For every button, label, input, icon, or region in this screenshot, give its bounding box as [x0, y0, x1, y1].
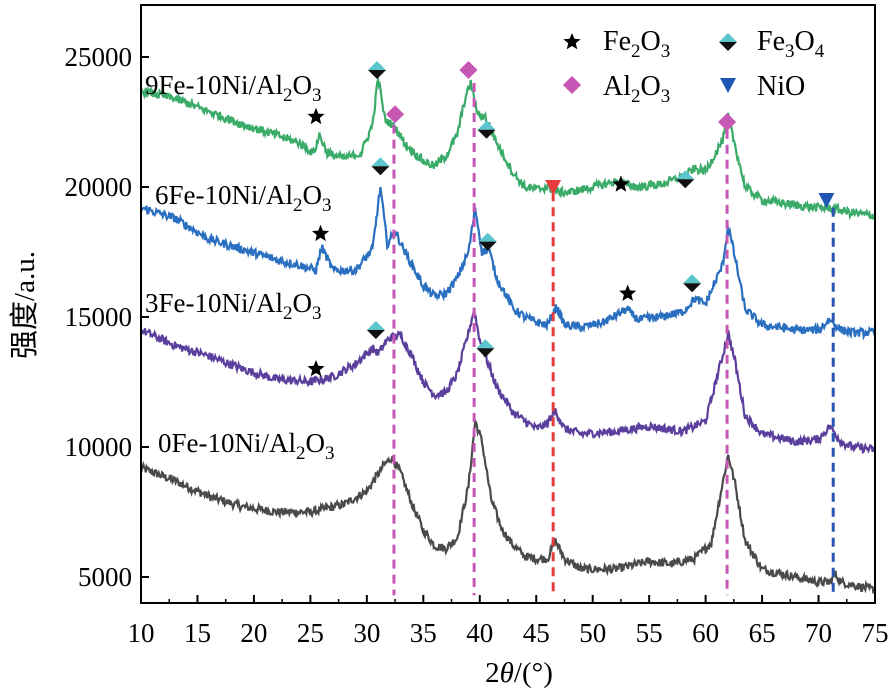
peak-marker-diamond-half-17	[476, 339, 495, 358]
x-axis-title: 2θ/(°)	[485, 657, 553, 689]
x-tick-label-50: 50	[579, 618, 606, 648]
peak-markers-layer	[307, 61, 835, 377]
axes: 10 15 20 25 30 35 40 45 50 55 60 65 70 75 5000 10000 150…	[65, 42, 889, 648]
series-line-3	[139, 75, 876, 221]
x-tick-label-40: 40	[466, 618, 493, 648]
legend-label-al2o3: Al2O3	[603, 71, 670, 107]
peak-marker-star-6	[612, 175, 630, 192]
peak-marker-diamond-half-4	[477, 120, 496, 139]
peak-marker-diamond-2	[386, 105, 405, 124]
series-line-0	[139, 418, 876, 594]
peak-marker-star-12	[619, 284, 637, 301]
x-tick-label-60: 60	[692, 618, 719, 648]
peak-marker-star-0	[307, 107, 325, 125]
reference-lines-layer	[392, 83, 835, 596]
peak-marker-triangle-down-5	[545, 180, 562, 195]
y-axis-title: 强度/a.u.	[8, 251, 41, 359]
peak-marker-diamond-3	[459, 61, 478, 79]
peak-marker-diamond-half-1	[368, 61, 387, 79]
x-tick-label-70: 70	[805, 618, 832, 648]
x-tick-label-20: 20	[240, 618, 267, 648]
x-tick-label-15: 15	[184, 618, 211, 648]
peak-marker-diamond-half-7	[676, 170, 695, 189]
peak-marker-diamond-half-9	[371, 157, 390, 176]
plot-frame	[140, 4, 876, 604]
peak-marker-star-10	[312, 224, 330, 242]
x-tick-label-75: 75	[862, 618, 889, 648]
series-line-1	[139, 307, 876, 455]
legend-symbol-2	[563, 76, 581, 94]
series-label-0fe: 0Fe-10Ni/Al2O3	[158, 428, 335, 464]
series-label-3fe: 3Fe-10Ni/Al2O3	[145, 288, 322, 324]
x-tick-label-55: 55	[636, 618, 663, 648]
peak-marker-diamond-half-15	[366, 321, 385, 339]
peak-marker-diamond-half-13	[683, 274, 702, 293]
peak-marker-triangle-down-14	[818, 193, 835, 208]
peak-marker-diamond-half-11	[478, 232, 497, 251]
x-tick-label-45: 45	[523, 618, 550, 648]
legend-symbol-0	[563, 33, 581, 50]
peak-marker-star-16	[307, 360, 325, 377]
legend-symbol-3	[720, 78, 736, 93]
y-tick-label-20000: 20000	[65, 172, 133, 202]
legend: Fe2O3 Fe3O4 Al2O3 NiO	[563, 26, 825, 107]
series-label-6fe: 6Fe-10Ni/Al2O3	[155, 180, 332, 216]
legend-label-fe2o3: Fe2O3	[603, 26, 670, 62]
series-layer	[139, 75, 876, 594]
y-tick-label-25000: 25000	[65, 42, 133, 72]
x-tick-label-25: 25	[297, 618, 324, 648]
y-tick-label-10000: 10000	[65, 432, 133, 462]
x-tick-label-10: 10	[128, 618, 155, 648]
legend-symbols	[563, 33, 737, 94]
series-line-2	[139, 186, 876, 341]
series-label-9fe: 9Fe-10Ni/Al2O3	[145, 70, 322, 106]
y-tick-label-15000: 15000	[65, 302, 133, 332]
x-tick-label-30: 30	[353, 618, 380, 648]
y-tick-label-5000: 5000	[78, 562, 132, 592]
x-tick-label-65: 65	[749, 618, 776, 648]
legend-label-fe3o4: Fe3O4	[757, 26, 825, 62]
x-tick-label-35: 35	[410, 618, 437, 648]
peak-marker-diamond-8	[718, 113, 737, 131]
legend-symbol-1	[719, 33, 737, 51]
legend-label-nio: NiO	[757, 71, 805, 102]
